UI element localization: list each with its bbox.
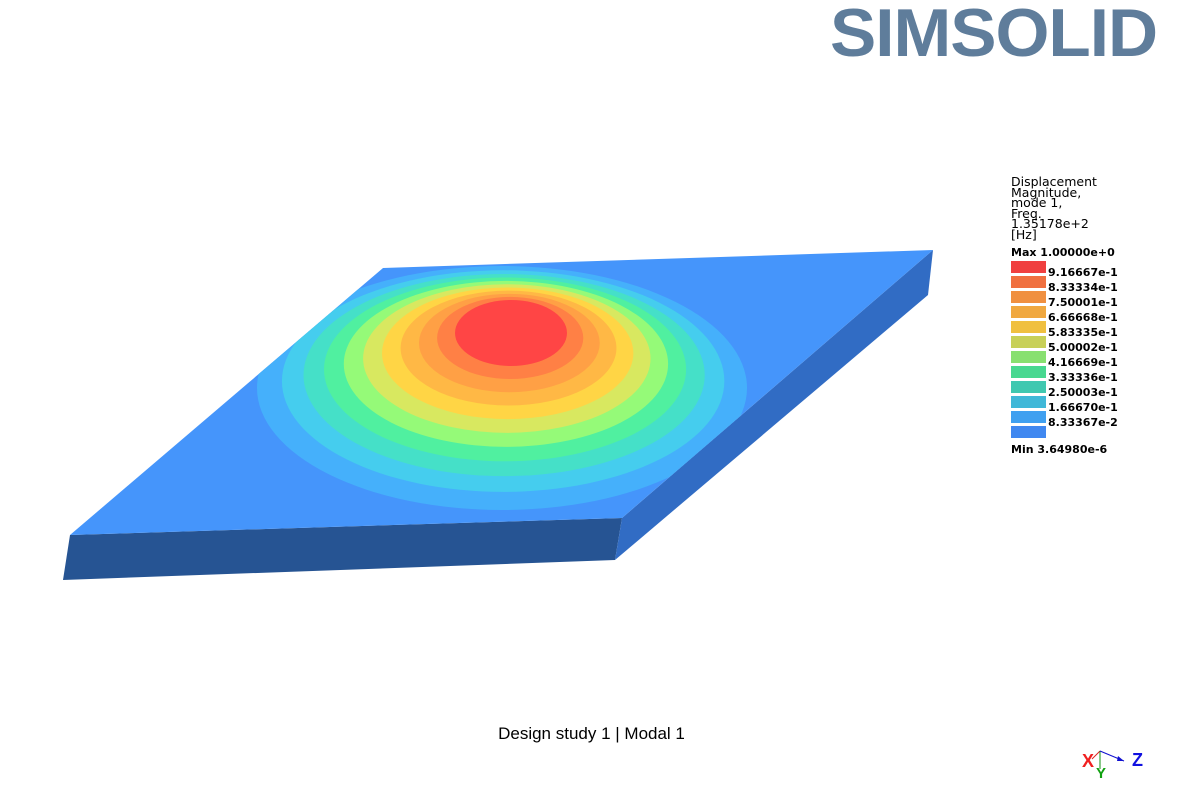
legend-swatch: [1011, 291, 1046, 303]
legend-swatch: [1011, 396, 1046, 408]
legend-title-line: [Hz]: [1011, 226, 1037, 242]
legend-level: [1011, 424, 1121, 439]
axis-triad[interactable]: X Y Z: [1080, 745, 1150, 783]
legend-value: 2.50003e-1: [1048, 386, 1118, 399]
legend-value: 6.66668e-1: [1048, 311, 1118, 324]
legend-level: 2.50003e-1: [1011, 379, 1121, 399]
legend-level: 6.66668e-1: [1011, 304, 1121, 324]
legend-swatch: [1011, 321, 1046, 333]
legend-level: 8.33334e-1: [1011, 274, 1121, 294]
legend-value: 5.00002e-1: [1048, 341, 1118, 354]
legend-max: Max 1.00000e+0: [1011, 246, 1115, 259]
legend-title-line: Magnitude,: [1011, 184, 1082, 200]
plate-right-face: [615, 250, 933, 560]
legend-value: 8.33334e-1: [1048, 281, 1118, 294]
axis-y-label: Y: [1096, 765, 1106, 782]
legend-level: 7.50001e-1: [1011, 289, 1121, 309]
legend-level: 3.33336e-1: [1011, 364, 1121, 384]
contour-band: [455, 300, 567, 366]
legend-value: 4.16669e-1: [1048, 356, 1118, 369]
legend-swatch: [1011, 381, 1046, 393]
legend-level: 1.66670e-1: [1011, 394, 1121, 414]
legend-value: 8.33367e-2: [1048, 416, 1118, 429]
legend-title-line: mode 1,: [1011, 195, 1063, 210]
study-caption: Design study 1 | Modal 1: [498, 724, 685, 743]
legend-title: Displacement Magnitude, mode 1, Freq. 1.…: [1011, 174, 1121, 242]
legend-level: 8.33367e-2: [1011, 409, 1121, 429]
legend-title-line: Displacement: [1011, 174, 1097, 189]
legend-level: 4.16669e-1: [1011, 349, 1121, 369]
legend-value: 7.50001e-1: [1048, 296, 1118, 309]
legend-swatch: [1011, 276, 1046, 288]
legend-swatch: [1011, 306, 1046, 318]
axis-x-label: X: [1082, 751, 1094, 771]
legend-min: Min 3.64980e-6: [1011, 443, 1108, 456]
contour-bands: [257, 266, 747, 510]
legend-title-line: Freq.: [1011, 205, 1042, 221]
legend-swatch: [1011, 336, 1046, 348]
legend-swatch: [1011, 261, 1046, 273]
legend-value: 9.16667e-1: [1048, 266, 1118, 279]
legend-swatch: [1011, 411, 1046, 423]
simsolid-logo: SIMSOLID: [830, 0, 1158, 71]
legend-value: 5.83335e-1: [1048, 326, 1118, 339]
legend-swatch: [1011, 366, 1046, 378]
legend-level: 5.83335e-1: [1011, 319, 1121, 339]
legend-swatch: [1011, 351, 1046, 363]
legend-level: 5.00002e-1: [1011, 334, 1121, 354]
legend-level: 9.16667e-1: [1011, 259, 1121, 279]
contour-legend: Displacement Magnitude, mode 1, Freq. 1.…: [1011, 174, 1121, 456]
axis-z-label: Z: [1132, 750, 1143, 770]
legend-swatch: [1011, 426, 1046, 438]
plate-front-face: [63, 518, 622, 580]
legend-value: 3.33336e-1: [1048, 371, 1118, 384]
legend-value: 1.66670e-1: [1048, 401, 1118, 414]
legend-title-line: 1.35178e+2: [1011, 216, 1089, 231]
